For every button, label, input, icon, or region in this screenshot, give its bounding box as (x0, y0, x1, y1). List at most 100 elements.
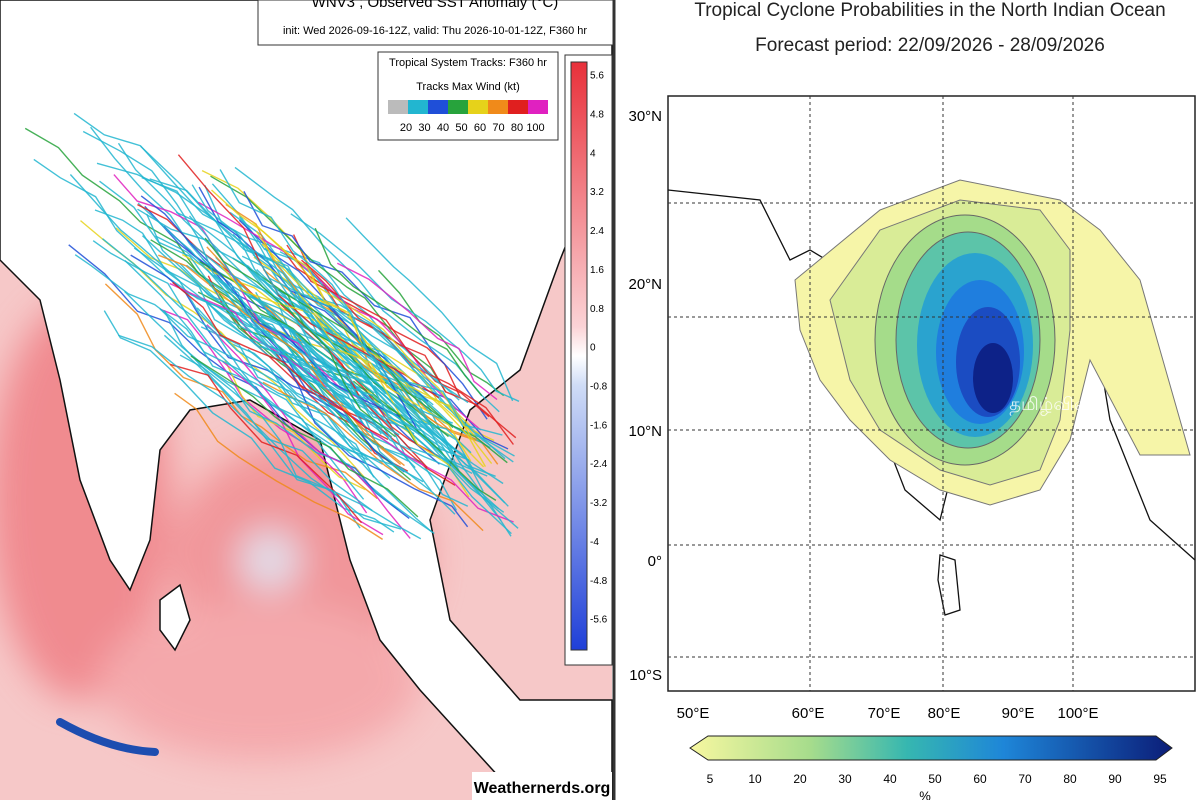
storm-track (288, 327, 472, 454)
sst-tick-label: -1.6 (590, 420, 608, 431)
storm-track (213, 274, 373, 452)
storm-track (113, 174, 367, 403)
wind-level-label: 80 (511, 122, 523, 134)
storm-track (94, 209, 368, 430)
storm-track (352, 380, 497, 501)
lon-label: 60°E (792, 705, 825, 722)
probability-tick-label: 50 (928, 772, 942, 786)
right-title: Tropical Cyclone Probabilities in the No… (694, 0, 1165, 21)
left-title: WNV3 ; Observed SST Anomaly (°C) (312, 0, 559, 11)
credit: Weathernerds.org (474, 780, 611, 797)
wind-level-label: 30 (418, 122, 430, 134)
storm-track (82, 130, 378, 413)
wind-swatch (508, 100, 528, 114)
storm-track (261, 345, 505, 513)
storm-track (118, 334, 373, 512)
legend-title: Tropical System Tracks: F360 hr (389, 57, 547, 69)
sst-tick-label: -3.2 (590, 498, 608, 509)
storm-track (191, 184, 388, 405)
left-subtitle: init: Wed 2026-09-16-12Z, valid: Thu 202… (283, 25, 587, 37)
storm-track (33, 158, 369, 391)
storm-track (158, 254, 405, 467)
storm-track (198, 186, 421, 435)
probability-tick-label: 90 (1108, 772, 1122, 786)
sst-colorbar (570, 61, 588, 651)
storm-track (140, 145, 467, 460)
storm-track (179, 354, 422, 540)
storm-track (286, 244, 490, 418)
probability-colorbar (689, 735, 1173, 761)
storm-track (314, 227, 483, 397)
storm-track (252, 221, 487, 467)
wind-level-label: 100 (526, 122, 544, 134)
wind-swatch (408, 100, 428, 114)
storm-track (278, 288, 508, 464)
storm-track (99, 180, 450, 454)
sst-tick-label: 5.6 (590, 71, 604, 82)
probability-tick-label: 20 (793, 772, 807, 786)
sst-tick-label: 0 (590, 343, 596, 354)
probability-tick-label: 5 (707, 772, 714, 786)
lon-label: 70°E (868, 705, 901, 722)
sst-map: WNV3 ; Observed SST Anomaly (°C) init: W… (0, 0, 614, 801)
storm-track (102, 238, 456, 515)
sst-tick-label: -4 (590, 537, 599, 548)
wind-swatch (448, 100, 468, 114)
storm-track (68, 244, 410, 519)
storm-track (74, 254, 367, 465)
storm-track (177, 154, 440, 399)
lat-label: 0° (648, 553, 662, 570)
sst-tick-label: 4.8 (590, 109, 604, 120)
storm-track (175, 211, 454, 424)
storm-track (205, 300, 382, 435)
storm-track (345, 217, 514, 402)
storm-track (268, 277, 469, 404)
wind-swatch (528, 100, 548, 114)
sst-tick-label: -4.8 (590, 576, 608, 587)
sst-tick-label: 0.8 (590, 304, 604, 315)
storm-track (103, 310, 395, 533)
probability-tick-label: 10 (748, 772, 762, 786)
probability-map: Tropical Cyclone Probabilities in the No… (628, 0, 1196, 803)
storm-track (336, 262, 498, 401)
sst-tick-label: -0.8 (590, 381, 608, 392)
lat-label: 30°N (628, 108, 662, 125)
lon-label: 80°E (928, 705, 961, 722)
lon-label: 100°E (1057, 705, 1098, 722)
wind-level-label: 50 (455, 122, 467, 134)
lat-label: 10°N (628, 423, 662, 440)
wind-swatch (468, 100, 488, 114)
lon-label: 50°E (677, 705, 710, 722)
storm-track (159, 308, 433, 533)
storm-track (224, 360, 366, 491)
storm-track (210, 175, 447, 393)
right-subtitle: Forecast period: 22/09/2026 - 28/09/2026 (755, 35, 1105, 56)
wind-level-label: 40 (437, 122, 449, 134)
probability-tick-label: 60 (973, 772, 987, 786)
sst-tick-label: 1.6 (590, 265, 604, 276)
probability-tick-label: 80 (1063, 772, 1077, 786)
storm-track (196, 307, 391, 479)
wind-swatch (388, 100, 408, 114)
storm-track (219, 169, 464, 428)
probability-tick-label: 40 (883, 772, 897, 786)
storm-track (159, 308, 368, 514)
sst-tick-label: 2.4 (590, 226, 604, 237)
wind-swatch (428, 100, 448, 114)
storm-track (163, 310, 402, 530)
storm-track (190, 355, 419, 518)
lat-label: 20°N (628, 276, 662, 293)
storm-track (200, 326, 375, 478)
storm-track (140, 195, 404, 419)
storm-track (172, 281, 389, 441)
wind-swatch (488, 100, 508, 114)
sst-tick-label: -2.4 (590, 459, 608, 470)
storm-track (204, 237, 396, 438)
colorbar-unit: % (919, 788, 931, 800)
storm-track (211, 189, 493, 465)
sst-tick-label: 3.2 (590, 187, 604, 198)
storm-track (264, 247, 425, 433)
sst-tick-label: 4 (590, 148, 596, 159)
storm-track (259, 314, 512, 535)
